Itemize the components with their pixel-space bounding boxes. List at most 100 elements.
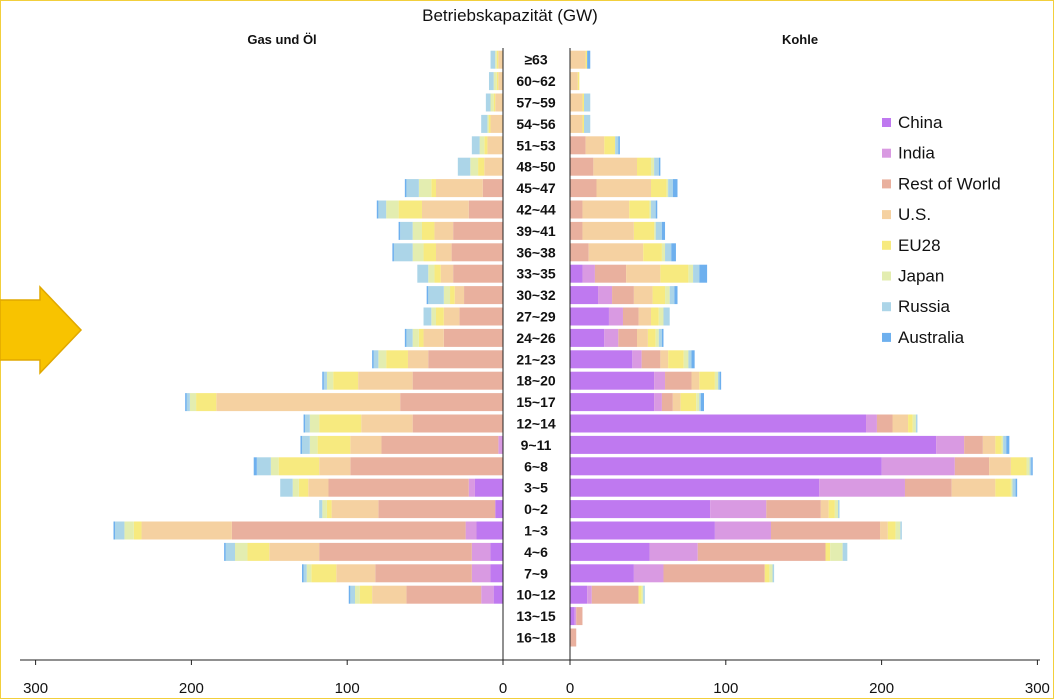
bar-coal-u-s--10 xyxy=(626,264,661,283)
bar-coal-russia-2 xyxy=(584,93,591,112)
bar-coal-china-25 xyxy=(570,585,588,604)
bar-gas-oil-u-s--22 xyxy=(141,521,232,540)
bar-gas-oil-japan-7 xyxy=(386,200,399,219)
bar-gas-oil-rest-of-world-8 xyxy=(453,221,503,240)
bar-gas-oil-australia-15 xyxy=(322,371,324,390)
bar-gas-oil-rest-of-world-6 xyxy=(482,179,503,198)
bar-coal-japan-24 xyxy=(769,564,773,583)
bar-coal-russia-22 xyxy=(900,521,902,540)
bar-coal-eu28-14 xyxy=(668,350,684,369)
bar-coal-u-s--11 xyxy=(633,286,653,305)
bar-gas-oil-eu28-13 xyxy=(418,328,424,347)
bar-coal-india-20 xyxy=(819,478,905,497)
bar-coal-russia-24 xyxy=(772,564,775,583)
bar-gas-oil-japan-16 xyxy=(189,393,197,412)
category-label: 48~50 xyxy=(516,159,556,175)
bar-gas-oil-australia-8 xyxy=(398,221,401,240)
bar-coal-japan-25 xyxy=(641,585,644,604)
bar-coal-russia-9 xyxy=(665,243,672,262)
bar-gas-oil-russia-22 xyxy=(115,521,125,540)
bar-gas-oil-russia-7 xyxy=(378,200,387,219)
bar-coal-india-24 xyxy=(633,564,664,583)
bar-coal-india-11 xyxy=(598,286,613,305)
category-label: 4~6 xyxy=(524,544,548,560)
bar-coal-china-15 xyxy=(570,371,655,390)
bar-gas-oil-u-s--11 xyxy=(454,286,465,305)
bar-gas-oil-australia-14 xyxy=(372,350,374,369)
bar-coal-japan-12 xyxy=(658,307,664,326)
bar-coal-eu28-24 xyxy=(764,564,770,583)
bar-coal-japan-9 xyxy=(661,243,666,262)
bar-gas-oil-australia-16 xyxy=(185,393,187,412)
bar-gas-oil-japan-24 xyxy=(306,564,312,583)
bar-coal-india-18 xyxy=(936,435,965,454)
bar-coal-japan-20 xyxy=(1010,478,1013,497)
bar-gas-oil-japan-8 xyxy=(412,221,422,240)
bar-gas-oil-u-s--23 xyxy=(269,542,320,561)
bar-gas-oil-japan-15 xyxy=(326,371,334,390)
bar-coal-russia-17 xyxy=(915,414,918,433)
category-label: 60~62 xyxy=(516,73,556,89)
bar-coal-russia-4 xyxy=(615,136,619,155)
bar-coal-rest-of-world-27 xyxy=(570,628,577,647)
bar-gas-oil-australia-9 xyxy=(392,243,394,262)
bar-coal-australia-16 xyxy=(700,393,704,412)
left-panel-title: Gas und Öl xyxy=(247,32,316,47)
legend-label: Rest of World xyxy=(898,174,1001,193)
bar-gas-oil-russia-13 xyxy=(406,328,413,347)
bar-gas-oil-eu28-25 xyxy=(359,585,373,604)
bar-coal-rest-of-world-17 xyxy=(876,414,893,433)
bar-gas-oil-u-s--21 xyxy=(331,500,379,519)
bar-coal-rest-of-world-12 xyxy=(622,307,639,326)
category-label: 21~23 xyxy=(516,351,556,367)
bar-coal-australia-7 xyxy=(655,200,658,219)
bar-coal-japan-18 xyxy=(1001,435,1004,454)
bar-gas-oil-rest-of-world-25 xyxy=(406,585,482,604)
bar-coal-japan-13 xyxy=(655,328,659,347)
bar-gas-oil-eu28-8 xyxy=(421,221,435,240)
bar-coal-russia-13 xyxy=(658,328,662,347)
bar-gas-oil-australia-23 xyxy=(224,542,226,561)
category-label: 3~5 xyxy=(524,480,548,496)
bar-gas-oil-u-s--3 xyxy=(490,114,503,133)
bar-coal-eu28-13 xyxy=(647,328,656,347)
bar-gas-oil-u-s--17 xyxy=(361,414,413,433)
bar-gas-oil-japan-4 xyxy=(479,136,485,155)
bar-gas-oil-russia-6 xyxy=(406,179,419,198)
bar-gas-oil-china-25 xyxy=(493,585,503,604)
bar-gas-oil-rest-of-world-14 xyxy=(428,350,503,369)
bar-gas-oil-russia-20 xyxy=(280,478,293,497)
bar-coal-eu28-22 xyxy=(887,521,896,540)
bar-coal-rest-of-world-13 xyxy=(618,328,637,347)
bar-gas-oil-japan-10 xyxy=(428,264,435,283)
category-label: 42~44 xyxy=(516,202,556,218)
bar-coal-rest-of-world-10 xyxy=(594,264,627,283)
bar-coal-japan-15 xyxy=(714,371,719,390)
bar-coal-india-26 xyxy=(574,607,577,626)
bar-gas-oil-japan-6 xyxy=(418,179,432,198)
bar-gas-oil-russia-3 xyxy=(481,114,488,133)
bar-coal-u-s--18 xyxy=(982,435,996,454)
bar-gas-oil-russia-23 xyxy=(225,542,236,561)
coal-bars xyxy=(570,50,1033,647)
bar-gas-oil-eu28-15 xyxy=(333,371,359,390)
bar-coal-russia-23 xyxy=(842,542,848,561)
bar-coal-china-26 xyxy=(570,607,575,626)
legend-label: U.S. xyxy=(898,205,931,224)
bar-gas-oil-u-s--10 xyxy=(440,264,454,283)
bar-gas-oil-u-s--7 xyxy=(421,200,469,219)
bar-coal-australia-15 xyxy=(719,371,722,390)
bar-gas-oil-u-s--9 xyxy=(436,243,452,262)
bar-coal-china-21 xyxy=(570,500,711,519)
bar-coal-eu28-18 xyxy=(995,435,1002,454)
bar-gas-oil-australia-19 xyxy=(253,457,257,476)
bar-coal-u-s--13 xyxy=(636,328,648,347)
category-label: 6~8 xyxy=(524,458,548,474)
bar-coal-u-s--4 xyxy=(585,136,605,155)
bar-gas-oil-china-22 xyxy=(476,521,503,540)
bar-gas-oil-u-s--6 xyxy=(436,179,483,198)
bar-coal-eu28-5 xyxy=(636,157,652,176)
bar-gas-oil-australia-17 xyxy=(303,414,306,433)
legend-swatch xyxy=(882,118,891,127)
bar-gas-oil-japan-12 xyxy=(431,307,436,326)
